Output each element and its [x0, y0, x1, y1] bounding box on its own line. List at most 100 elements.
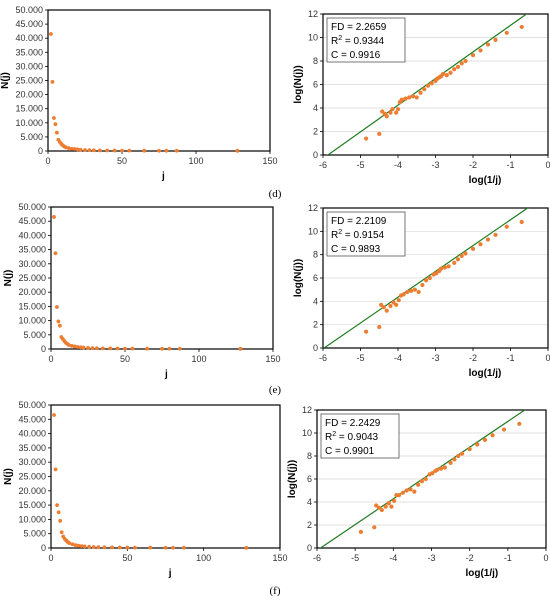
data-point	[485, 237, 491, 242]
y-tick-label: 6	[313, 273, 318, 283]
data-point	[455, 64, 461, 69]
y-tick-label: 0	[41, 543, 46, 553]
data-point	[72, 147, 77, 151]
data-point	[412, 287, 417, 292]
data-point	[490, 433, 495, 438]
data-point	[478, 48, 483, 53]
plot-frame	[50, 404, 281, 549]
data-point	[55, 305, 59, 309]
y-tick-label: 15.000	[18, 500, 46, 510]
data-point	[504, 30, 509, 35]
data-point	[145, 346, 150, 351]
data-point	[163, 545, 168, 550]
data-point	[91, 545, 96, 549]
x-tick-label: 0	[545, 160, 550, 170]
data-point	[459, 61, 464, 66]
data-point	[383, 504, 388, 509]
data-point	[407, 95, 412, 100]
data-point	[125, 545, 130, 550]
x-tick-label: 50	[120, 354, 130, 364]
data-point	[110, 545, 114, 550]
data-point	[67, 541, 72, 546]
data-point	[404, 488, 409, 493]
y-tick-label: 40.000	[15, 33, 43, 43]
data-point	[358, 529, 363, 535]
data-point	[442, 265, 447, 270]
data-point	[127, 148, 132, 153]
chart-e-left: 0 5.000 10.000 15.000 20.000 25.000 30.000 35.0…	[3, 202, 281, 380]
y-tick-label: 50.000	[15, 5, 43, 15]
y-tick-label: 25.000	[15, 76, 43, 86]
y-tick-label: 50.000	[18, 202, 46, 212]
data-point	[87, 544, 92, 549]
data-point	[390, 107, 395, 112]
data-point	[408, 487, 413, 492]
data-point	[448, 70, 453, 75]
data-point	[53, 122, 58, 127]
data-point	[69, 146, 74, 151]
data-point	[72, 344, 77, 349]
x-tick-label: -1	[504, 553, 512, 563]
x-tick-label: -4	[394, 353, 402, 363]
data-point	[409, 288, 414, 293]
fd-value: FD = 2.2109	[331, 216, 387, 227]
data-point	[377, 324, 382, 330]
data-point	[448, 460, 453, 465]
data-point	[463, 58, 468, 64]
data-point	[81, 345, 86, 350]
data-point	[70, 542, 75, 547]
y-tick-label: 6	[313, 80, 318, 90]
y-tick-label: 6	[307, 474, 312, 484]
data-point	[429, 81, 434, 86]
r-squared-value: R2 = 0.9043	[325, 431, 379, 443]
x-tick-label: -5	[356, 353, 364, 363]
data-point	[442, 465, 447, 470]
data-point	[52, 116, 56, 120]
data-point	[438, 466, 444, 471]
y-tick-label: 10	[302, 428, 312, 438]
data-point	[56, 510, 61, 515]
data-point	[395, 107, 401, 112]
x-tick-label: 150	[265, 354, 280, 364]
data-point	[493, 37, 498, 42]
data-point	[75, 345, 80, 349]
data-point	[50, 80, 55, 84]
x-tick-label: -3	[427, 553, 435, 563]
y-tick-label: 2	[313, 127, 318, 137]
data-point	[78, 147, 83, 152]
data-point	[482, 437, 488, 442]
data-point	[394, 110, 399, 115]
data-point	[142, 148, 147, 153]
x-tick-label: 100	[196, 553, 211, 563]
y-axis-label: N(j)	[3, 468, 14, 485]
stats-box	[320, 413, 400, 459]
data-point	[377, 131, 382, 136]
data-point	[59, 530, 64, 535]
y-tick-label: 12	[308, 203, 318, 213]
data-point	[148, 545, 153, 550]
data-point	[381, 305, 386, 310]
x-tick-label: 100	[188, 156, 203, 166]
plots-layer: 05.00010.00015.00020.00025.00030.00035.0…	[0, 5, 550, 579]
data-point	[467, 447, 472, 452]
chart-f-left: 0 5.000 10.000 15.000 20.000 25.000 30.000 35.0…	[3, 400, 288, 579]
y-tick-label: 5.000	[20, 132, 43, 142]
data-point	[504, 224, 509, 229]
y-tick-label: 12	[302, 405, 312, 415]
data-point	[91, 148, 96, 153]
data-point	[164, 148, 169, 153]
r-squared-value: R2 = 0.9154	[331, 229, 385, 241]
y-tick-label: 4	[313, 296, 318, 306]
x-tick-label: -5	[356, 160, 364, 170]
y-tick-label: 35.000	[15, 47, 43, 57]
fd-value: FD = 2.2429	[325, 418, 381, 429]
data-point	[403, 96, 408, 101]
y-tick-label: 10	[308, 226, 318, 236]
x-axis-label: log(1/j)	[465, 568, 498, 579]
y-tick-label: 25.000	[18, 273, 46, 283]
data-point	[444, 73, 449, 78]
c-value: C = 0.9901	[325, 446, 375, 457]
y-tick-label: 5.000	[23, 529, 46, 539]
x-tick-label: 150	[272, 553, 287, 563]
y-tick-label: 45.000	[18, 414, 46, 424]
